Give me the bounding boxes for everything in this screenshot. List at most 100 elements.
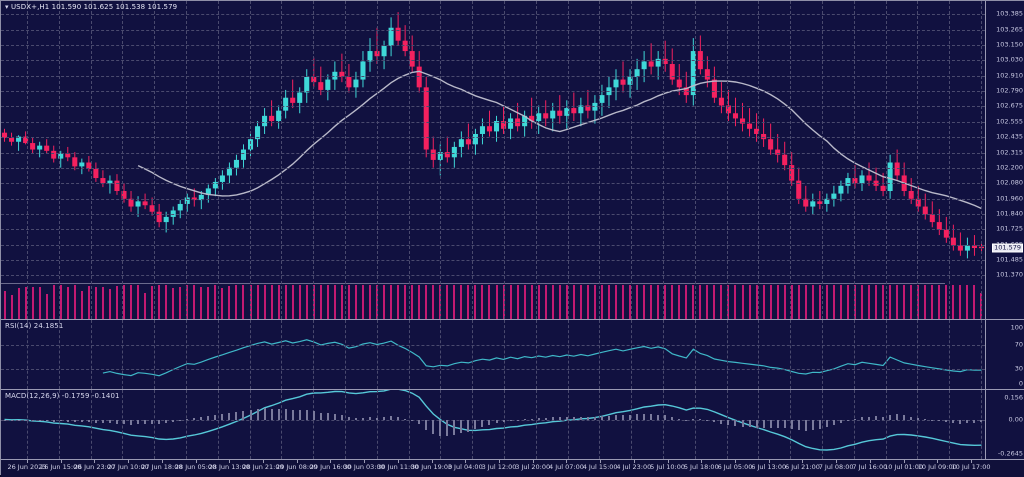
candle-body: [690, 51, 696, 96]
candle-body: [669, 64, 675, 80]
candle-body: [971, 245, 977, 249]
macd-histogram-bar: [249, 410, 252, 420]
collapse-triangle-icon[interactable]: ▾: [5, 3, 11, 11]
macd-histogram-bar: [45, 419, 48, 421]
price-series-svg: [1, 12, 985, 259]
price-axis-tick: 102.080: [996, 178, 1023, 187]
volume-bar: [284, 285, 287, 319]
time-axis-label: 27 Jun 10:00: [107, 463, 149, 471]
volume-bar: [818, 285, 821, 319]
volume-bar: [776, 285, 779, 319]
macd-histogram-bar: [291, 409, 294, 420]
vertical-gridline: [249, 1, 251, 319]
symbol-ohlc-text: USDX+,H1 101.590 101.625 101.538 101.579: [10, 3, 178, 11]
candle-body: [957, 245, 963, 251]
volume-bar: [333, 285, 336, 319]
macd-histogram-bar: [326, 413, 329, 420]
macd-histogram-bar: [200, 417, 203, 420]
macd-histogram-bar: [643, 414, 646, 420]
volume-bar: [720, 285, 723, 319]
volume-bar: [221, 287, 224, 319]
vertical-gridline: [853, 320, 855, 389]
candle-body: [782, 154, 788, 166]
macd-histogram-bar: [797, 419, 800, 431]
vertical-gridline: [90, 390, 92, 459]
vertical-gridline: [186, 390, 187, 459]
volume-bar: [797, 285, 800, 319]
volume-bar: [24, 287, 27, 319]
volume-bar: [66, 287, 69, 319]
price-axis-tick: 103.150: [996, 40, 1023, 49]
time-axis-label: 10 Jul 01:00: [884, 463, 924, 471]
macd-axis-tick: 0.156: [1004, 393, 1023, 402]
time-axis-label: 29 Jun 08:00: [276, 463, 318, 471]
candle-body: [72, 157, 78, 167]
volume-bar: [811, 285, 814, 319]
candle-body: [599, 95, 605, 103]
price-axis-tick: 103.265: [996, 25, 1023, 34]
price-axis[interactable]: 103.385 103.265 103.150 103.030 102.910 102.7…: [985, 1, 1024, 319]
macd-histogram-bar: [52, 419, 55, 422]
time-axis-label: 3 Jul 12:00: [481, 463, 517, 471]
macd-histogram-bar: [24, 419, 27, 421]
macd-histogram-bar: [151, 419, 154, 424]
macd-histogram-bar: [38, 419, 41, 421]
volume-bar: [853, 285, 856, 319]
time-tick: [903, 460, 905, 463]
macd-histogram-bar: [467, 419, 470, 432]
volume-bar: [460, 285, 463, 319]
vertical-gridline: [535, 390, 537, 459]
vertical-gridline: [949, 1, 951, 319]
candle-body: [37, 145, 43, 150]
macd-histogram-bar: [755, 419, 758, 428]
macd-histogram-bar: [952, 419, 955, 424]
volume-bar: [952, 285, 955, 319]
macd-histogram-bar: [130, 419, 133, 425]
time-tick: [161, 460, 163, 463]
price-gridline: [1, 75, 985, 77]
rsi-plot-area[interactable]: [1, 320, 985, 389]
candle-body: [304, 76, 310, 93]
rsi-pane[interactable]: 100 70 30 0 RSI(14) 24.1851: [1, 319, 1024, 389]
candle-body: [283, 97, 289, 111]
price-gridline: [1, 167, 985, 169]
price-pane[interactable]: 103.385 103.265 103.150 103.030 102.910 102.7…: [1, 1, 1024, 319]
macd-label: MACD(12,26,9) -0.1759 -0.1401: [5, 392, 120, 400]
macd-histogram-bar: [811, 419, 814, 430]
macd-histogram-bar: [727, 419, 730, 426]
time-tick: [263, 460, 264, 463]
candle-body: [711, 79, 717, 98]
macd-plot-area[interactable]: [1, 390, 985, 459]
candle-body: [437, 152, 443, 160]
vertical-gridline: [472, 390, 474, 459]
volume-bar: [130, 285, 133, 319]
price-plot-area[interactable]: [1, 1, 985, 319]
vertical-gridline: [58, 1, 60, 319]
price-gridline: [1, 14, 985, 16]
candle-body: [44, 145, 50, 151]
macd-pane[interactable]: 0.156 0.00 -0.2645 MACD(12,26,9) -0.1759 -…: [1, 389, 1024, 459]
volume-bar: [600, 285, 603, 319]
macd-histogram-bar: [94, 419, 97, 423]
price-gridline: [1, 29, 985, 31]
candle-body: [65, 153, 71, 158]
macd-histogram-bar: [671, 417, 674, 420]
candle-body: [16, 136, 22, 142]
macd-histogram-bar: [558, 417, 561, 420]
macd-histogram-bar: [115, 419, 118, 424]
volume-bar: [214, 285, 217, 319]
candle-body: [353, 79, 359, 88]
vertical-gridline: [567, 390, 569, 459]
macd-histogram-bar: [846, 419, 849, 421]
candle-body: [578, 105, 584, 114]
volume-bar: [692, 285, 695, 319]
candle-body: [205, 188, 211, 195]
time-axis-label: 26 Jun 2023: [7, 463, 47, 471]
vertical-gridline: [726, 1, 728, 319]
time-tick: [364, 460, 366, 463]
candle-body: [416, 66, 422, 88]
candle-body: [51, 150, 57, 159]
time-axis[interactable]: 26 Jun 2023 26 Jun 15:00 26 Jun 23:00 27 Ju…: [1, 459, 1024, 477]
volume-bar: [31, 287, 34, 319]
time-axis-label: 10 Jul 17:00: [951, 463, 991, 471]
